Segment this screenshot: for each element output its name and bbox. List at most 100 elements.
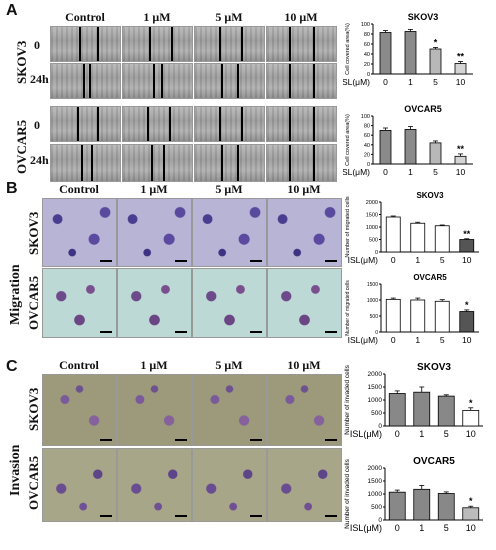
bar bbox=[404, 129, 417, 165]
y-tick-label: 100 bbox=[361, 114, 370, 120]
y-tick-label: 500 bbox=[371, 410, 382, 417]
bar bbox=[459, 311, 475, 333]
y-tick-label: 1000 bbox=[368, 491, 383, 498]
significance-mark: * bbox=[465, 300, 469, 310]
y-tick-label: 2000 bbox=[368, 465, 383, 472]
y-tick-label: 1500 bbox=[368, 478, 383, 485]
bar bbox=[429, 48, 442, 75]
significance-mark: * bbox=[434, 38, 438, 48]
x-tick-label: 5 bbox=[433, 167, 438, 177]
chart-title: SKOV3 bbox=[416, 191, 444, 200]
column-header-10um: 10 μM bbox=[284, 10, 318, 24]
x-tick-label: 1 bbox=[408, 77, 413, 87]
x-tick-label: 5 bbox=[444, 429, 449, 439]
x-tick-label: 5 bbox=[444, 523, 449, 533]
x-tick-label: 0 bbox=[391, 255, 396, 265]
bar bbox=[379, 32, 392, 75]
bar bbox=[437, 395, 455, 427]
bar bbox=[413, 488, 431, 521]
y-tick-label: 40 bbox=[364, 52, 370, 58]
y-axis-label: Number of invaded cells bbox=[344, 364, 351, 434]
y-tick-label: 500 bbox=[370, 314, 379, 320]
bar bbox=[413, 391, 431, 427]
row-label-skov3: SKOV3 bbox=[26, 387, 41, 431]
time-label-24h-skov3: 24h bbox=[30, 72, 49, 86]
row-label-ovcar5: OVCAR5 bbox=[14, 119, 29, 175]
y-tick-label: 20 bbox=[364, 62, 370, 68]
side-label-migration: Migration bbox=[8, 264, 23, 326]
x-tick-label: 0 bbox=[383, 77, 388, 87]
bar bbox=[379, 129, 392, 165]
significance-mark: * bbox=[469, 496, 473, 506]
wound-image bbox=[122, 63, 193, 99]
significance-mark: * bbox=[469, 398, 473, 408]
bar bbox=[410, 299, 426, 333]
y-tick-label: 80 bbox=[364, 124, 370, 130]
y-tick-label: 1000 bbox=[368, 397, 383, 404]
migration-image bbox=[192, 268, 267, 338]
x-tick-label: 1 bbox=[419, 429, 424, 439]
migration-image bbox=[267, 198, 342, 267]
migration-image bbox=[192, 198, 267, 267]
side-label-invasion: Invasion bbox=[8, 444, 23, 496]
x-axis-label: ISL(μM) bbox=[348, 335, 379, 345]
wound-healing-image-grid bbox=[50, 26, 340, 182]
invasion-image bbox=[267, 374, 342, 446]
column-header-10um: 10 μM bbox=[287, 358, 321, 372]
row-label-ovcar5: OVCAR5 bbox=[26, 455, 41, 511]
y-tick-label: 0 bbox=[378, 423, 382, 430]
migration-image bbox=[42, 198, 117, 267]
wound-image bbox=[50, 63, 121, 99]
y-axis-label: Cell covered area(%) bbox=[345, 23, 351, 75]
row-label-skov3: SKOV3 bbox=[14, 40, 29, 84]
row-label-ovcar5: OVCAR5 bbox=[26, 275, 41, 331]
invasion-image-grid bbox=[42, 374, 342, 524]
x-tick-label: 0 bbox=[395, 523, 400, 533]
panel-label-a: A bbox=[6, 2, 18, 19]
x-tick-label: 0 bbox=[383, 167, 388, 177]
time-label-0-skov3: 0 bbox=[34, 38, 40, 52]
migration-image bbox=[117, 268, 192, 338]
y-tick-label: 60 bbox=[364, 133, 370, 139]
significance-mark: ** bbox=[457, 144, 465, 154]
y-tick-label: 1000 bbox=[367, 298, 378, 304]
y-tick-label: 0 bbox=[375, 250, 378, 256]
bar bbox=[385, 216, 401, 253]
bar bbox=[385, 298, 401, 333]
panel-label-b: B bbox=[6, 180, 18, 197]
x-axis-label: ISL(μM) bbox=[350, 523, 382, 533]
x-tick-label: 1 bbox=[408, 167, 413, 177]
x-tick-label: 10 bbox=[462, 255, 472, 265]
chart-title: OVCAR5 bbox=[404, 104, 442, 114]
bar bbox=[434, 300, 450, 333]
x-tick-label: 0 bbox=[395, 429, 400, 439]
column-header-1um: 1 μM bbox=[143, 10, 171, 24]
wound-image bbox=[194, 144, 265, 182]
y-tick-label: 1500 bbox=[367, 282, 378, 288]
y-tick-label: 0 bbox=[367, 162, 370, 168]
significance-mark: ** bbox=[463, 229, 471, 239]
wound-image bbox=[266, 63, 337, 99]
bar bbox=[454, 155, 467, 165]
x-tick-label: 10 bbox=[462, 335, 472, 345]
wound-image bbox=[266, 26, 337, 62]
bar bbox=[429, 142, 442, 165]
wound-image bbox=[50, 144, 121, 182]
invasion-image bbox=[42, 374, 117, 446]
migration-image bbox=[42, 268, 117, 338]
bar-chart-b-skov3: SKOV3 0 500 1000 1500 2000 Number of migrated … bbox=[345, 191, 479, 265]
y-tick-label: 1000 bbox=[366, 225, 378, 231]
y-tick-label: 500 bbox=[371, 504, 382, 511]
bar bbox=[410, 222, 426, 253]
y-axis-label: Cell covered area(%) bbox=[345, 114, 351, 166]
column-header-control: Control bbox=[65, 10, 105, 24]
x-axis-label: ISL(μM) bbox=[343, 167, 370, 177]
bar bbox=[434, 225, 450, 253]
bar bbox=[462, 507, 480, 521]
y-tick-label: 60 bbox=[364, 42, 370, 48]
wound-image bbox=[194, 26, 265, 62]
bar bbox=[459, 239, 475, 253]
bar bbox=[437, 493, 455, 521]
bar-chart-c-ovcar5: OVCAR5 0 500 1000 1500 2000 Number of invaded … bbox=[344, 456, 483, 533]
